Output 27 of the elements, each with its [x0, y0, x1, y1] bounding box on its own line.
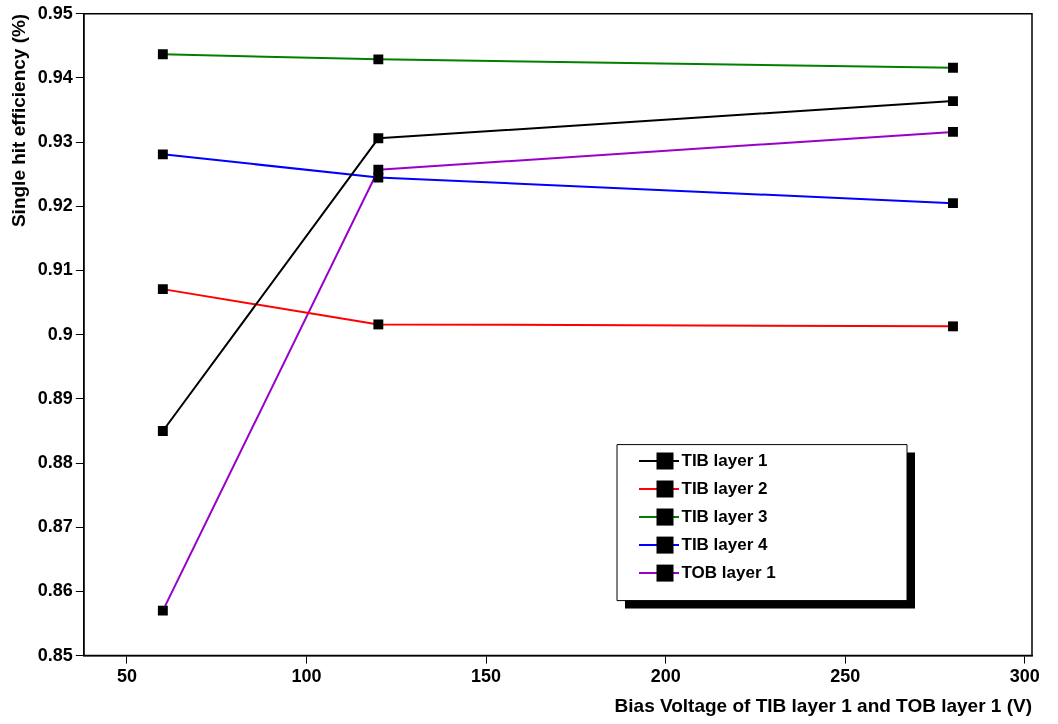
y-tick-label: 0.94	[37, 66, 73, 87]
y-tick-label: 0.9	[47, 323, 73, 344]
point	[373, 133, 384, 144]
y-tick-label: 0.85	[37, 644, 73, 665]
legend-label: TIB layer 3	[681, 506, 768, 526]
x-tick-label: 150	[471, 666, 502, 687]
legend-label: TIB layer 2	[681, 478, 768, 498]
x-tick-label: 100	[291, 666, 322, 687]
y-tick-label: 0.93	[37, 131, 73, 152]
legend-label: TIB layer 4	[681, 534, 769, 554]
point	[157, 426, 168, 436]
x-axis-title: Bias Voltage of TIB layer 1 and TOB layer 1 (V)	[614, 694, 1032, 716]
y-tick-label: 0.88	[37, 452, 73, 473]
x-tick-label: 250	[830, 666, 861, 687]
y-tick-label: 0.95	[37, 2, 73, 23]
legend-label: TOB layer 1	[681, 562, 776, 582]
x-tick-label: 300	[1009, 666, 1040, 687]
y-axis-title: Single hit efficiency (%)	[7, 13, 29, 228]
y-tick-label: 0.89	[37, 387, 73, 408]
y-tick-label: 0.86	[37, 580, 73, 601]
y-tick-label: 0.87	[37, 516, 73, 537]
y-tick-label: 0.92	[37, 195, 73, 216]
x-tick-label: 200	[650, 666, 681, 687]
point	[948, 96, 958, 107]
x-tick-label: 50	[116, 666, 137, 687]
y-tick-label: 0.91	[37, 259, 73, 280]
legend-label: TIB layer 1	[681, 450, 768, 470]
